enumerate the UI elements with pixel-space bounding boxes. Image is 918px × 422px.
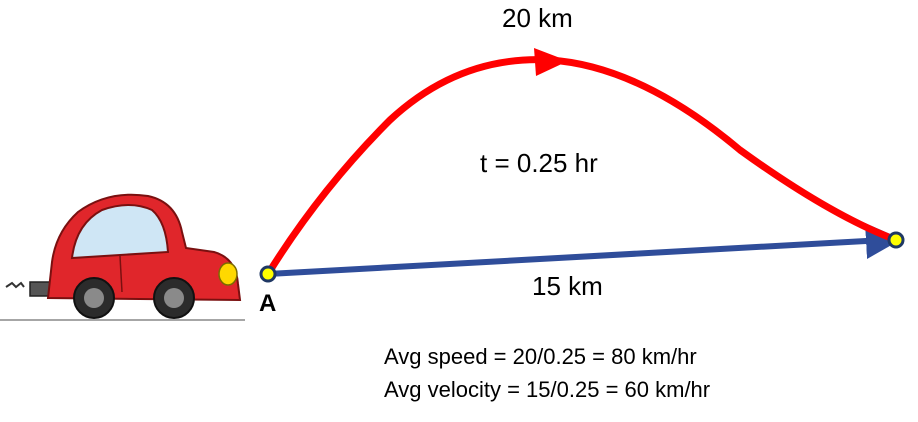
- avg-speed-text: Avg speed = 20/0.25 = 80 km/hr: [384, 344, 697, 369]
- path-distance-label: 20 km: [502, 3, 573, 33]
- start-point: [259, 265, 277, 283]
- end-point: [887, 231, 905, 249]
- car-illustration: [5, 193, 242, 319]
- displacement-arrow: [267, 223, 902, 277]
- start-point-label: A: [259, 290, 277, 317]
- distance-path-arrowhead: [534, 48, 568, 76]
- avg-velocity-text: Avg velocity = 15/0.25 = 60 km/hr: [384, 377, 711, 402]
- time-label: t = 0.25 hr: [480, 148, 598, 178]
- displacement-label: 15 km: [532, 271, 603, 301]
